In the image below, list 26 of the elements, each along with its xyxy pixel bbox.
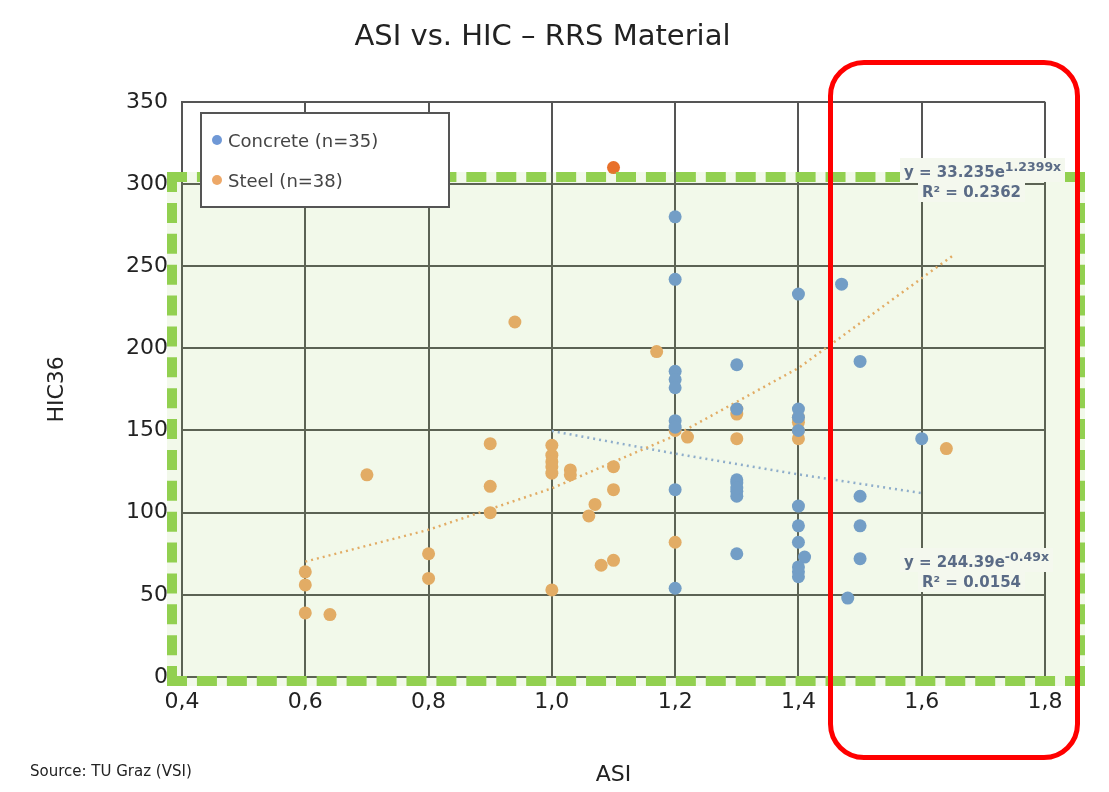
- y-tick-label: 50: [140, 580, 168, 606]
- x-tick-label: 0,4: [164, 687, 200, 713]
- legend-label: Concrete (n=35): [228, 129, 379, 151]
- y-tick-label: 0: [154, 662, 168, 688]
- chart-title: ASI vs. HIC – RRS Material: [354, 17, 731, 52]
- x-tick-label: 1,0: [534, 687, 570, 713]
- y-tick-label: 350: [126, 87, 168, 113]
- y-tick-label: 300: [126, 169, 168, 195]
- annotation: y = 33.235e$^{1.2399x}$: [900, 158, 1066, 182]
- y-tick-label: 100: [126, 498, 168, 524]
- x-tick-label: 0,8: [411, 687, 447, 713]
- x-tick-label: 0,6: [287, 687, 323, 713]
- y-tick-label: 250: [126, 251, 168, 277]
- x-tick-label: 1,6: [904, 687, 940, 713]
- annotation: R² = 0.2362: [918, 182, 1026, 202]
- x-tick-label: 1,8: [1027, 687, 1063, 713]
- x-axis-title: ASI: [595, 760, 632, 786]
- y-axis-title: HIC36: [42, 356, 68, 423]
- y-tick-label: 150: [126, 416, 168, 442]
- annotation: R² = 0.0154: [918, 572, 1026, 592]
- source-note: Source: TU Graz (VSI): [30, 762, 192, 780]
- annotation: y = 244.39e$^{-0.49x}$: [900, 548, 1053, 572]
- legend-label: Steel (n=38): [228, 169, 343, 191]
- x-tick-label: 1,2: [657, 687, 693, 713]
- y-tick-label: 200: [126, 334, 168, 360]
- x-tick-label: 1,4: [780, 687, 816, 713]
